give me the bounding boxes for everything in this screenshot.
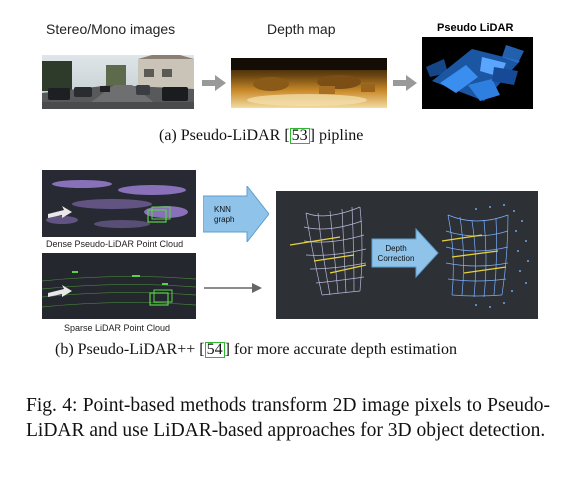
stereo-mono-label: Stereo/Mono images bbox=[46, 21, 176, 37]
arrow-right-icon bbox=[393, 75, 417, 91]
pseudo-lidar-label: Pseudo LiDAR bbox=[437, 22, 514, 34]
arrow-right-icon bbox=[202, 75, 226, 91]
subcaption-b: (b) Pseudo-LiDAR++ [54] for more accurat… bbox=[55, 341, 457, 358]
citation-54[interactable]: 54 bbox=[204, 341, 225, 358]
depth-correction-panel bbox=[276, 191, 538, 319]
sparse-point-cloud-label: Sparse LiDAR Point Cloud bbox=[64, 323, 171, 333]
depth-map-image bbox=[231, 58, 387, 108]
depth-map-label: Depth map bbox=[267, 21, 336, 37]
citation-53[interactable]: 53 bbox=[289, 127, 310, 144]
arrow-right-icon bbox=[204, 283, 262, 293]
depth-correction-label: Depth Correction bbox=[377, 244, 415, 263]
pseudo-lidar-image bbox=[422, 37, 533, 109]
figure-caption: Fig. 4: Point-based methods transform 2D… bbox=[26, 395, 550, 441]
street-scene-image bbox=[42, 55, 194, 109]
knn-graph-label: KNN graph bbox=[214, 205, 235, 224]
dense-point-cloud-label: Dense Pseudo-LiDAR Point Cloud bbox=[46, 239, 184, 249]
knn-graph-arrow bbox=[203, 186, 269, 242]
subcaption-a: (a) Pseudo-LiDAR [53] pipline bbox=[159, 127, 364, 144]
sparse-point-cloud-image bbox=[42, 253, 196, 319]
dense-point-cloud-image bbox=[42, 170, 196, 237]
